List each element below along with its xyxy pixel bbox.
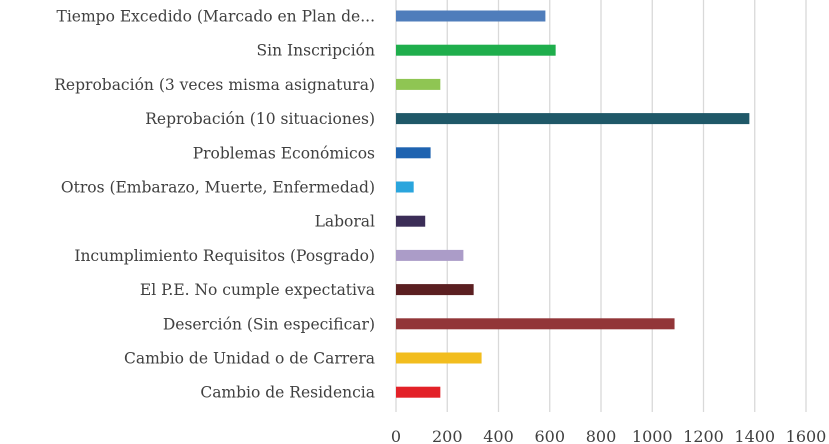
x-tick-label: 0 (391, 427, 401, 444)
category-label: Laboral (315, 213, 375, 231)
bars (396, 10, 750, 398)
bar (396, 78, 441, 90)
bar (396, 10, 546, 22)
bar (396, 249, 464, 261)
category-labels: Tiempo Excedido (Marcado en Plan de... Si… (54, 8, 375, 402)
bar (396, 181, 414, 193)
bar (396, 44, 556, 56)
category-label: Cambio de Residencia (200, 384, 375, 402)
x-tick-label: 1000 (632, 427, 673, 444)
gridlines (395, 0, 807, 412)
bar (396, 113, 750, 125)
category-label: Sin Inscripción (257, 42, 375, 60)
category-label: Tiempo Excedido (Marcado en Plan de... (57, 8, 375, 26)
x-tick-label: 200 (432, 427, 463, 444)
category-label: El P.E. No cumple expectativa (140, 281, 375, 299)
x-tick-label: 600 (534, 427, 565, 444)
category-label: Reprobación (3 veces misma asignatura) (54, 76, 375, 94)
x-tick-label: 1200 (683, 427, 724, 444)
bar (396, 318, 675, 330)
x-tick-label: 1600 (786, 427, 827, 444)
category-label: Otros (Embarazo, Muerte, Enfermedad) (61, 179, 375, 197)
category-label: Reprobación (10 situaciones) (145, 110, 375, 128)
bar (396, 147, 431, 159)
bar (396, 215, 426, 227)
bar (396, 352, 482, 364)
bar (396, 386, 441, 398)
x-tick-label: 1400 (734, 427, 775, 444)
x-tick-label: 800 (586, 427, 617, 444)
category-label: Cambio de Unidad o de Carrera (124, 350, 375, 368)
category-label: Problemas Económicos (193, 144, 375, 162)
x-axis-tick-labels: 0 200 400 600 800 1000 1200 1400 1600 (391, 427, 826, 444)
x-tick-label: 400 (483, 427, 514, 444)
category-label: Deserción (Sin especificar) (163, 315, 375, 333)
category-label: Incumplimiento Requisitos (Posgrado) (74, 247, 375, 265)
bar (396, 284, 474, 296)
